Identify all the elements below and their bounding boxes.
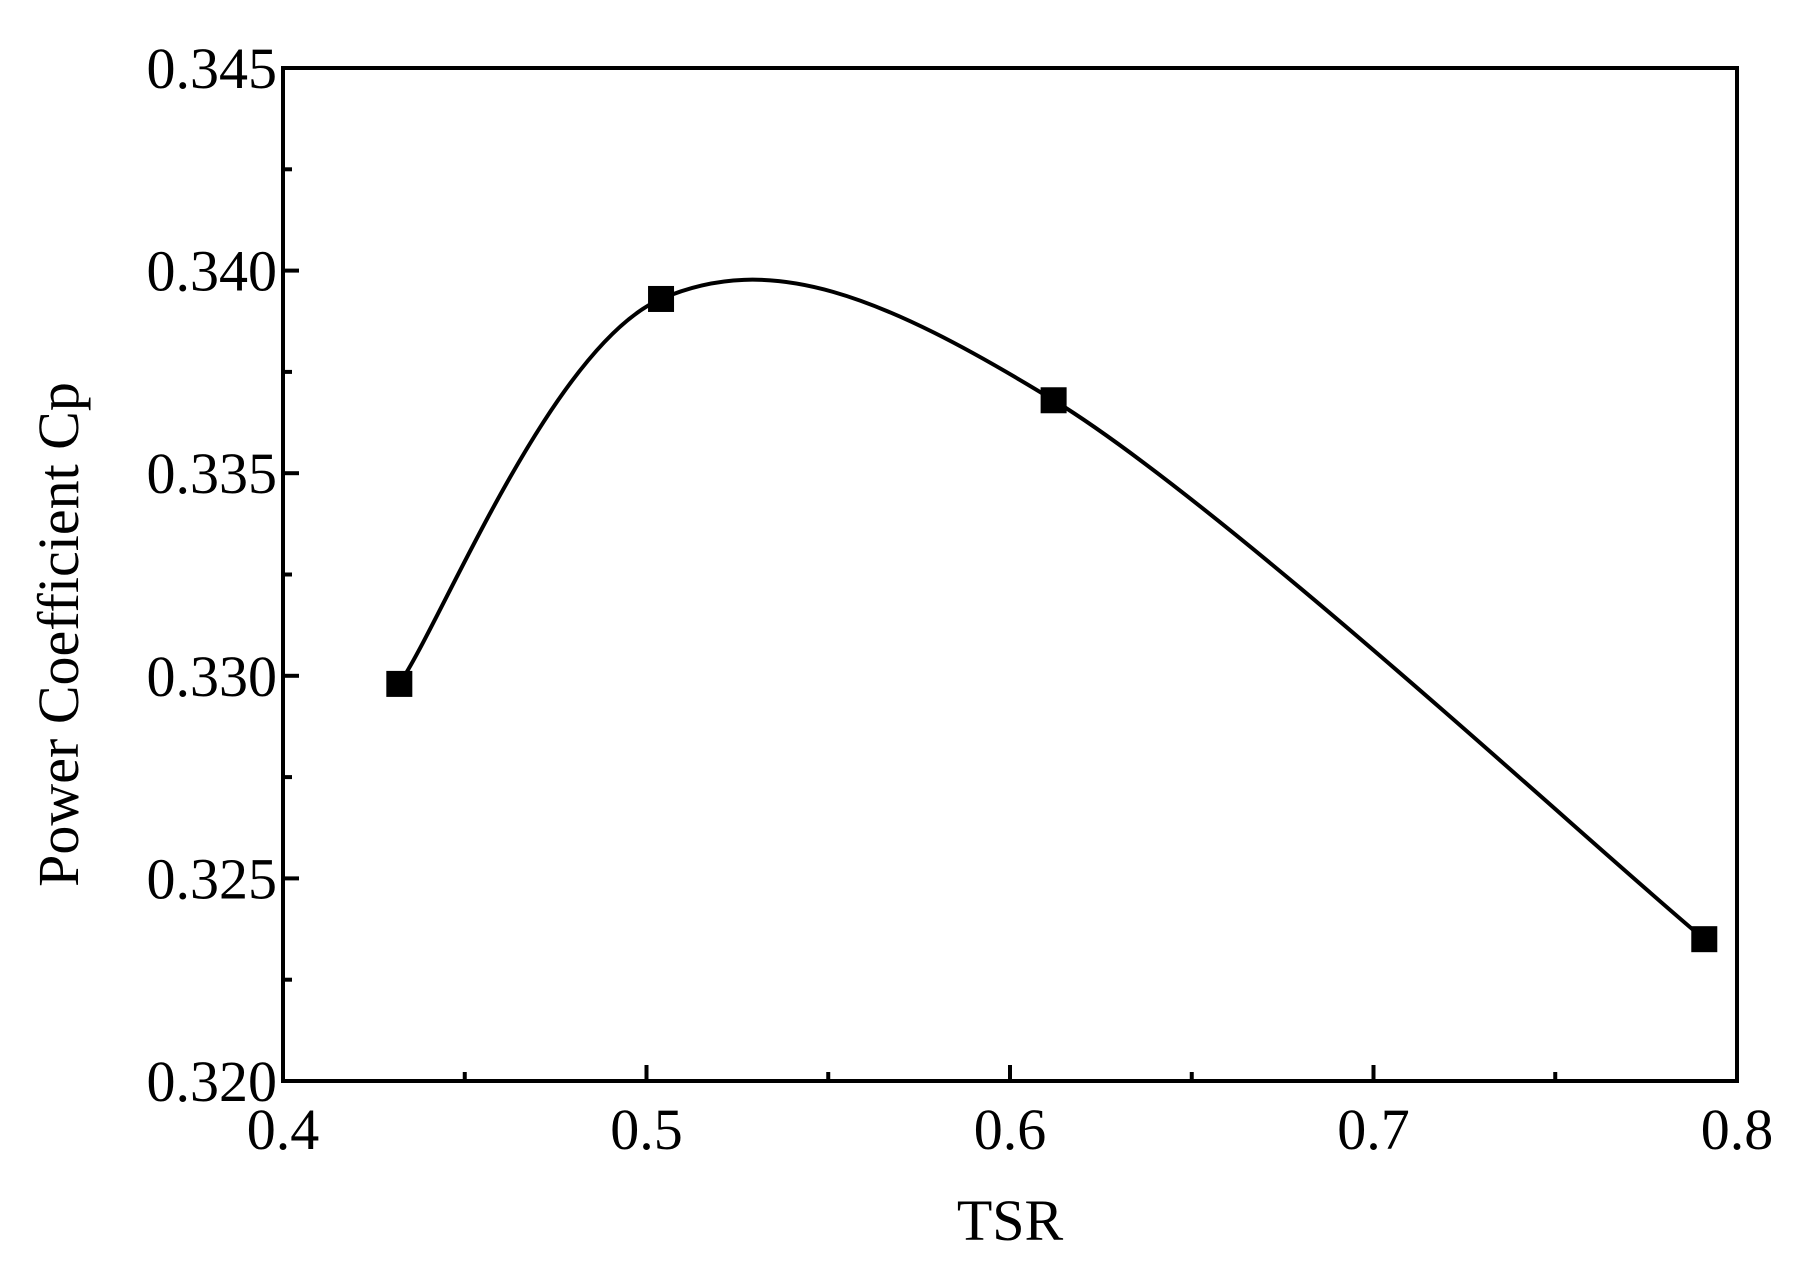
x-axis-title: TSR (957, 1188, 1064, 1253)
series-line (397, 277, 1706, 941)
data-point-marker (1691, 926, 1718, 953)
y-tick-label: 0.320 (147, 1049, 278, 1114)
y-tick-label: 0.340 (147, 239, 278, 304)
x-tick-label: 0.5 (610, 1097, 683, 1162)
data-point-marker (386, 670, 413, 697)
y-tick-label: 0.325 (147, 846, 278, 911)
x-tick-label: 0.6 (974, 1097, 1047, 1162)
x-tick-label: 0.4 (247, 1097, 320, 1162)
y-tick-label: 0.330 (147, 644, 278, 709)
minor-ticks (283, 167, 1558, 1081)
x-tick-label: 0.8 (1701, 1097, 1774, 1162)
major-ticks (281, 66, 1739, 1083)
y-tick-label: 0.345 (147, 36, 278, 101)
y-axis-title: Power Coefficient Cp (26, 382, 91, 887)
data-point-marker (1040, 387, 1067, 414)
data-point-marker (648, 285, 675, 312)
x-tick-labels: 0.4 0.5 0.6 0.7 0.8 (247, 1097, 1774, 1162)
data-markers (386, 285, 1718, 953)
plot-frame (281, 66, 1739, 1083)
x-tick-label: 0.7 (1337, 1097, 1410, 1162)
y-tick-label: 0.335 (147, 441, 278, 506)
y-tick-labels: 0.320 0.325 0.330 0.335 0.340 0.345 (147, 36, 278, 1114)
